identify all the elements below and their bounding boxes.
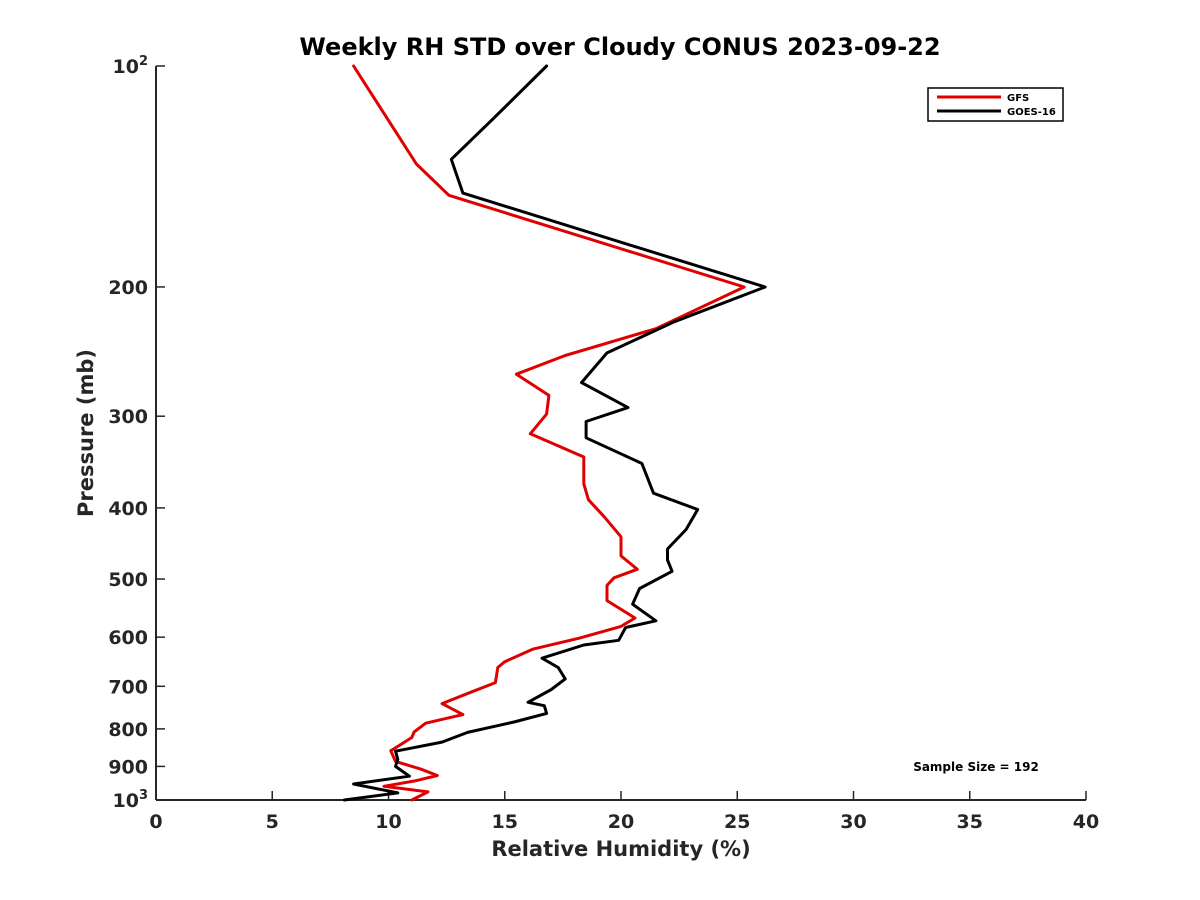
y-tick-label: 102 (113, 54, 149, 78)
x-tick-label: 25 (724, 811, 750, 833)
y-tick-label: 900 (108, 756, 148, 778)
plot-area: 0 5 10 15 20 25 30 35 40 102 200 300 400 500 600 700 80… (108, 54, 1099, 833)
x-axis-label: Relative Humidity (%) (491, 837, 750, 861)
y-tick-label: 600 (108, 627, 148, 649)
x-tick-label: 10 (375, 811, 401, 833)
sample-size-annotation: Sample Size = 192 (913, 760, 1039, 774)
y-tick-label: 500 (108, 569, 148, 591)
x-tick-label: 30 (840, 811, 866, 833)
y-tick-label: 103 (113, 788, 149, 812)
x-tick-label: 15 (492, 811, 518, 833)
x-tick-label: 40 (1073, 811, 1099, 833)
series-line-gfs (352, 64, 746, 802)
y-ticks: 102 200 300 400 500 600 700 800 900 103 (108, 54, 165, 812)
chart-title: Weekly RH STD over Cloudy CONUS 2023-09-… (299, 33, 940, 61)
legend-box (927, 87, 1064, 122)
x-tick-label: 0 (149, 811, 162, 833)
y-tick-label: 700 (108, 676, 148, 698)
x-tick-label: 20 (608, 811, 634, 833)
x-tick-label: 5 (266, 811, 279, 833)
x-tick-label: 35 (957, 811, 983, 833)
legend-label-gfs: GFS (1007, 93, 1029, 104)
legend: GFS GOES-16 (927, 87, 1064, 122)
series-line-goes16 (342, 64, 767, 802)
legend-label-goes16: GOES-16 (1007, 107, 1056, 118)
y-tick-label: 800 (108, 719, 148, 741)
y-tick-label: 200 (108, 277, 148, 299)
y-axis-label: Pressure (mb) (74, 349, 98, 517)
y-tick-label: 400 (108, 498, 148, 520)
x-ticks: 0 5 10 15 20 25 30 35 40 (149, 791, 1099, 833)
y-tick-label: 300 (108, 406, 148, 428)
series-group (342, 64, 767, 802)
